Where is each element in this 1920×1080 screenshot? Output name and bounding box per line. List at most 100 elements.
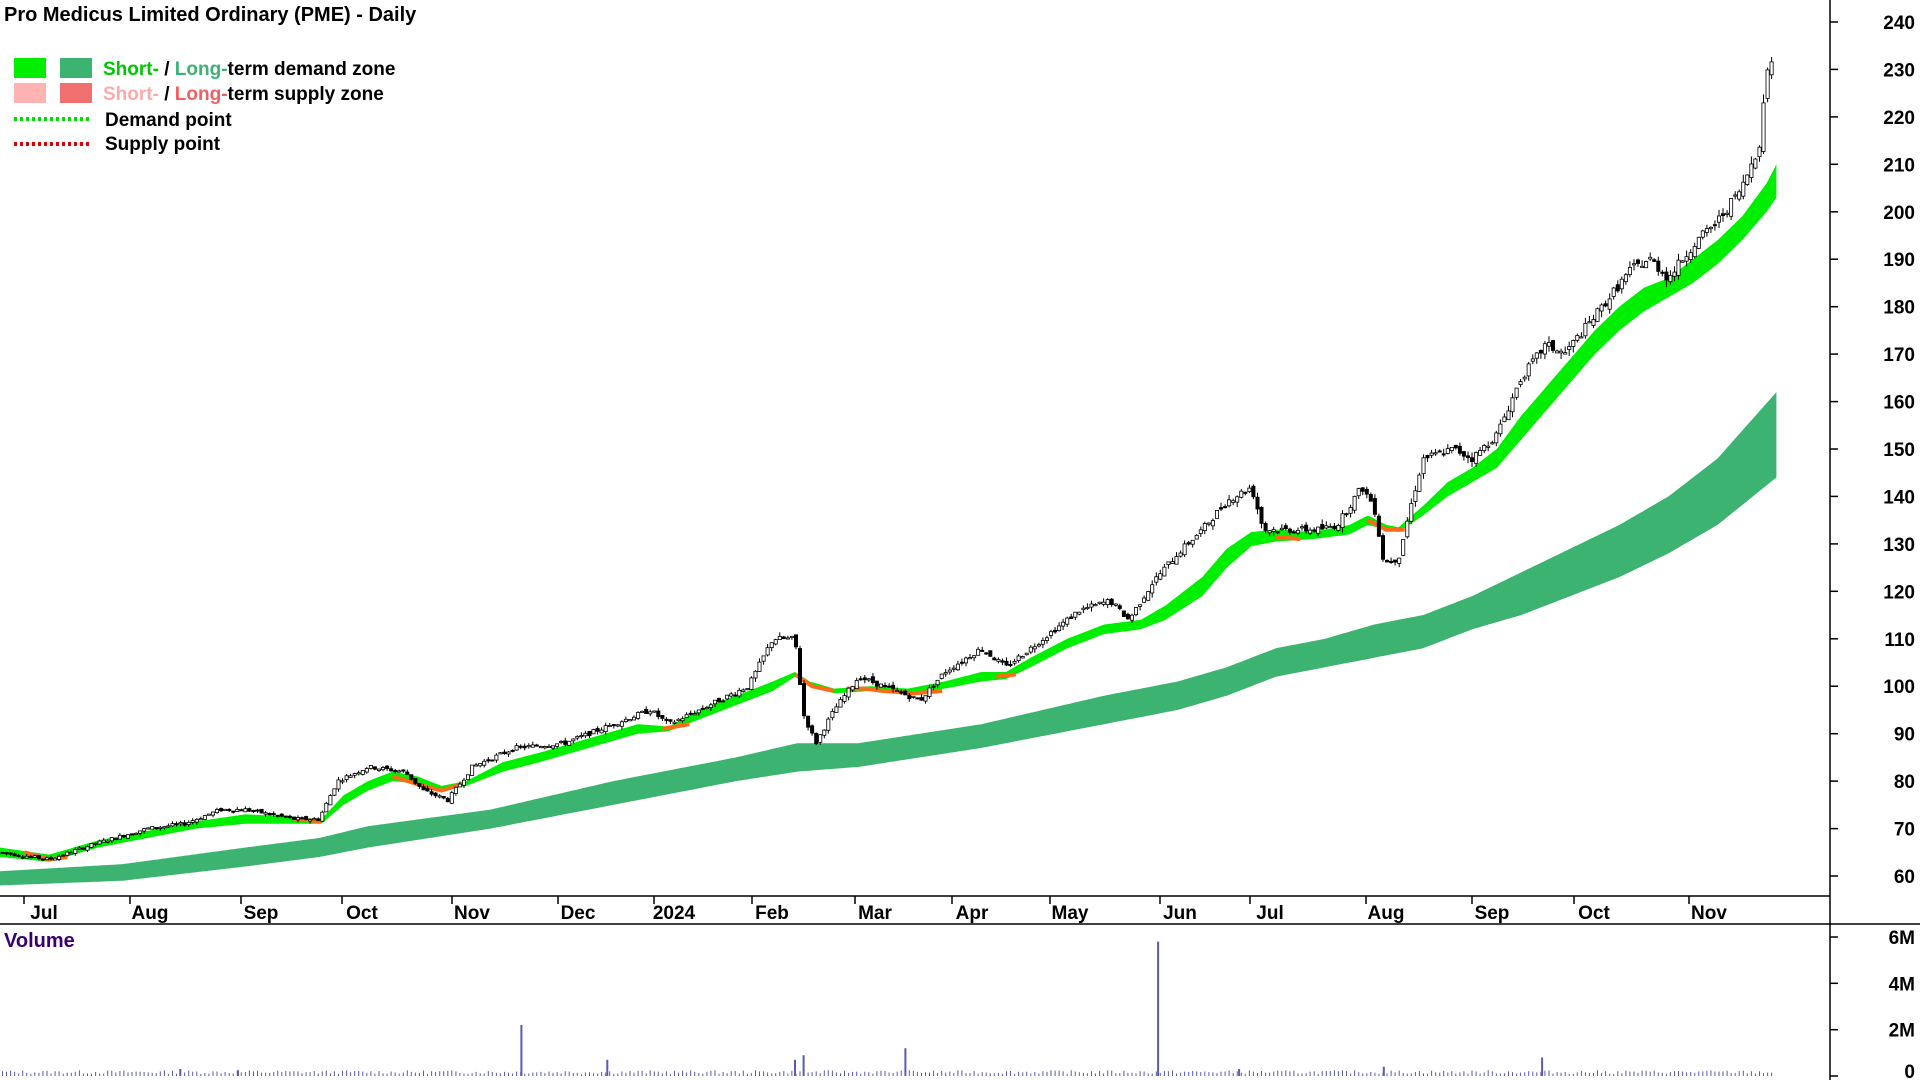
candlestick (1049, 629, 1054, 639)
candlestick (1478, 447, 1483, 456)
date-tick-label: Dec (561, 903, 596, 924)
candlestick (522, 743, 527, 751)
candlestick (1065, 616, 1070, 627)
price-tick-label: 60 (1894, 867, 1915, 888)
price-tick-label: 80 (1894, 772, 1915, 793)
candlestick (988, 650, 993, 657)
candlestick (1725, 210, 1730, 218)
candlestick (1453, 444, 1458, 450)
candlestick (838, 696, 843, 708)
candlestick (16, 853, 21, 858)
candlestick (53, 857, 58, 861)
candlestick (490, 759, 495, 762)
candlestick (955, 660, 960, 671)
candlestick (449, 790, 454, 805)
candlestick (619, 720, 624, 730)
candlestick (1632, 259, 1637, 271)
candlestick (328, 794, 333, 806)
candlestick (202, 814, 207, 820)
candlestick (842, 692, 847, 704)
candlestick (1271, 526, 1276, 536)
candlestick (551, 745, 556, 750)
candlestick (692, 710, 697, 716)
candlestick (1700, 229, 1705, 240)
date-tick-label: Jul (1256, 903, 1283, 924)
candlestick (1563, 346, 1568, 355)
candlestick (1121, 610, 1126, 618)
candlestick (587, 731, 592, 738)
candlestick (1437, 449, 1442, 453)
candlestick (1607, 293, 1612, 314)
candlestick (239, 808, 244, 812)
supply-transition-segment-8 (1366, 518, 1405, 532)
chart-title: Pro Medicus Limited Ordinary (PME) - Dai… (4, 4, 417, 26)
candlestick (850, 685, 855, 692)
candlestick (1611, 287, 1616, 300)
price-tick-label: 220 (1883, 108, 1915, 129)
candlestick (1300, 524, 1305, 531)
candlestick (1502, 413, 1507, 423)
candlestick (1045, 635, 1050, 644)
candlestick (1267, 529, 1272, 537)
date-tick-label: Apr (956, 903, 989, 924)
date-tick-label: May (1052, 903, 1089, 924)
candlestick (644, 706, 649, 715)
candlestick (563, 737, 568, 747)
candlestick (1085, 603, 1090, 610)
candlestick (109, 837, 114, 843)
candlestick (243, 806, 248, 813)
candlestick (959, 658, 964, 666)
candlestick (28, 854, 33, 859)
candlestick (1243, 491, 1248, 496)
candlestick (36, 855, 41, 861)
candlestick (1368, 492, 1373, 502)
candlestick (352, 772, 357, 779)
candlestick (166, 823, 171, 828)
candlestick (939, 673, 944, 680)
candlestick (1162, 564, 1167, 577)
supply-transition-segment-5 (846, 686, 943, 696)
date-tick-label: Nov (1691, 903, 1727, 924)
candlestick (178, 820, 183, 827)
date-tick-label: Oct (346, 903, 378, 924)
candlestick (32, 854, 37, 858)
legend-short-supply-swatch (14, 83, 46, 103)
candlestick (405, 769, 410, 775)
candlestick (846, 687, 851, 701)
candlestick (227, 808, 232, 812)
candlestick (773, 638, 778, 646)
candlestick (1206, 522, 1211, 527)
candlestick (1251, 484, 1256, 500)
candlestick (911, 695, 916, 699)
legend-demand-zone-label: Short- / Long-term demand zone (103, 59, 395, 80)
candlestick (1461, 450, 1466, 461)
volume-tick-label: 6M (1889, 928, 1915, 949)
candlestick (907, 693, 912, 702)
candlestick (1170, 557, 1175, 564)
candlestick (1166, 561, 1171, 569)
candlestick (822, 729, 827, 739)
candlestick (789, 635, 794, 640)
candlestick (158, 825, 163, 831)
candlestick (1174, 552, 1179, 565)
candlestick (312, 817, 317, 821)
candlestick (1623, 272, 1628, 285)
candlestick (745, 688, 750, 691)
candlestick (1518, 379, 1523, 388)
candlestick (146, 827, 151, 830)
candlestick (1109, 598, 1114, 608)
candlestick (858, 676, 863, 681)
candlestick (571, 738, 576, 744)
candlestick (336, 776, 341, 792)
candlestick (340, 778, 345, 785)
candlestick (668, 719, 673, 724)
candlestick (1093, 603, 1098, 607)
candlestick (1466, 451, 1471, 464)
candlestick (1619, 276, 1624, 294)
price-tick-label: 90 (1894, 725, 1915, 746)
candlestick (603, 722, 608, 735)
candlestick (1028, 645, 1033, 655)
candlestick (69, 850, 74, 855)
candlestick (1757, 145, 1762, 162)
